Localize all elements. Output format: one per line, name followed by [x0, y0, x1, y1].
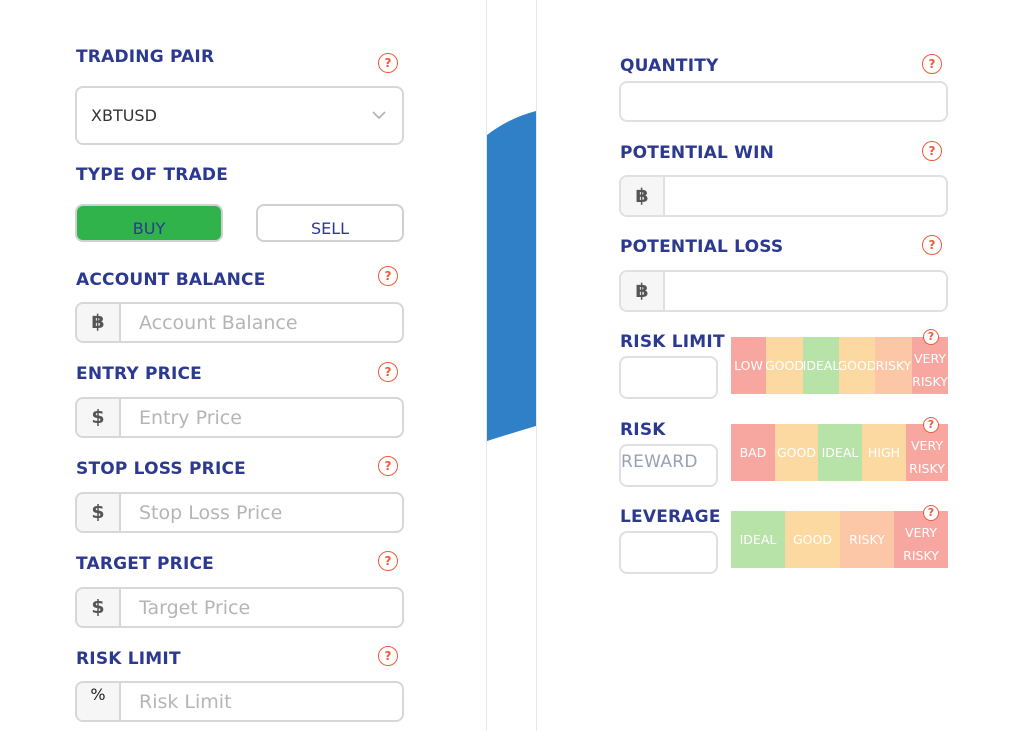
- bitcoin-icon: ฿: [621, 272, 665, 310]
- meter-segment: IDEAL: [731, 511, 785, 568]
- meter-segment-label: IDEAL: [739, 532, 777, 547]
- leverage-label: LEVERAGE: [620, 507, 721, 527]
- meter-segment-label-bottom: RISKY: [909, 461, 945, 476]
- risk-reward-label: RISK: [620, 420, 666, 440]
- sell-button-label: SELL: [310, 219, 350, 238]
- stop-loss-price-field: $: [75, 492, 404, 533]
- chevron-down-icon: [372, 111, 386, 120]
- dollar-icon: $: [77, 589, 121, 626]
- meter-segment-label: HIGH: [867, 445, 901, 460]
- right-panel: QUANTITY ? POTENTIAL WIN ? ฿ POTENTIAL L…: [536, 0, 1024, 731]
- meter-segment-label: RISKY: [849, 532, 885, 547]
- percent-icon: %: [77, 683, 121, 720]
- entry-price-label: ENTRY PRICE: [76, 364, 202, 384]
- quantity-help-icon[interactable]: ?: [922, 54, 942, 74]
- meter-segment: RISKY: [875, 337, 912, 394]
- meter-segment-label: LOW: [734, 358, 763, 373]
- meter-segment-label-top: VERY: [911, 438, 943, 453]
- meter-segment: HIGH: [862, 424, 906, 481]
- meter-segment-label: GOOD: [777, 445, 816, 460]
- meter-segment: VERY RISKY: [906, 424, 948, 481]
- account-balance-input[interactable]: [121, 304, 402, 341]
- meter-segment-label-top: VERY: [914, 351, 946, 366]
- account-balance-field: ฿: [75, 302, 404, 343]
- meter-segment: GOOD: [839, 337, 875, 394]
- entry-price-help-icon[interactable]: ?: [378, 362, 398, 382]
- meter-segment-label: GOOD: [839, 358, 875, 373]
- trading-pair-select[interactable]: XBTUSD: [75, 86, 404, 145]
- account-balance-label: ACCOUNT BALANCE: [76, 270, 266, 290]
- potential-loss-field: ฿: [619, 270, 948, 312]
- risk-limit-meter-label: RISK LIMIT: [620, 332, 725, 352]
- risk-limit-field: %: [75, 681, 404, 722]
- meter-segment: VERY RISKY: [894, 511, 948, 568]
- meter-segment: GOOD: [766, 337, 803, 394]
- target-price-field: $: [75, 587, 404, 628]
- meter-segment-label: IDEAL: [803, 358, 839, 373]
- decorative-blue-shape: [487, 0, 536, 731]
- risk-limit-meter-help-icon[interactable]: ?: [923, 329, 939, 345]
- stop-loss-price-help-icon[interactable]: ?: [378, 456, 398, 476]
- meter-segment: IDEAL: [803, 337, 839, 394]
- meter-segment: LOW: [731, 337, 766, 394]
- buy-button-label: BUY: [132, 219, 166, 238]
- risk-reward-meter: BAD GOOD IDEAL HIGH VERY RISKY: [731, 424, 948, 481]
- potential-win-label: POTENTIAL WIN: [620, 143, 775, 163]
- leverage-meter-help-icon[interactable]: ?: [923, 505, 939, 521]
- buy-button[interactable]: BUY: [75, 204, 223, 242]
- sell-button[interactable]: SELL: [256, 204, 404, 242]
- risk-limit-output: [619, 356, 718, 399]
- meter-segment-label-top: VERY: [905, 525, 937, 540]
- stop-loss-price-input[interactable]: [121, 494, 402, 531]
- meter-segment-label-bottom: RISKY: [903, 548, 939, 563]
- meter-segment-label: GOOD: [766, 358, 803, 373]
- risk-limit-meter: LOW GOOD IDEAL GOOD RISKY VERY RISKY: [731, 337, 948, 394]
- blue-curve-icon: [487, 111, 536, 441]
- dollar-icon: $: [77, 494, 121, 531]
- meter-segment: RISKY: [840, 511, 894, 568]
- meter-segment: GOOD: [785, 511, 840, 568]
- trading-pair-label: TRADING PAIR: [76, 47, 215, 67]
- risk-reward-meter-help-icon[interactable]: ?: [923, 417, 939, 433]
- meter-segment: VERY RISKY: [912, 337, 948, 394]
- quantity-output: [619, 81, 948, 122]
- risk-reward-output: REWARD: [619, 444, 718, 487]
- meter-segment: GOOD: [775, 424, 818, 481]
- bitcoin-icon: ฿: [77, 304, 121, 341]
- potential-win-help-icon[interactable]: ?: [922, 141, 942, 161]
- target-price-input[interactable]: [121, 589, 402, 626]
- meter-segment-label-bottom: RISKY: [912, 374, 948, 389]
- entry-price-input[interactable]: [121, 399, 402, 436]
- type-of-trade-label: TYPE OF TRADE: [76, 165, 229, 185]
- stop-loss-price-label: STOP LOSS PRICE: [76, 459, 246, 479]
- bitcoin-icon: ฿: [621, 177, 665, 215]
- reward-label: REWARD: [621, 452, 698, 472]
- meter-segment-label: GOOD: [793, 532, 832, 547]
- risk-limit-label: RISK LIMIT: [76, 649, 181, 669]
- risk-limit-input[interactable]: [121, 683, 402, 720]
- target-price-label: TARGET PRICE: [76, 554, 214, 574]
- meter-segment-label: RISKY: [875, 358, 912, 373]
- meter-segment: IDEAL: [818, 424, 862, 481]
- leverage-output: [619, 531, 718, 574]
- target-price-help-icon[interactable]: ?: [378, 551, 398, 571]
- quantity-label: QUANTITY: [620, 56, 719, 76]
- potential-loss-label: POTENTIAL LOSS: [620, 237, 784, 257]
- risk-limit-help-icon[interactable]: ?: [378, 646, 398, 666]
- left-panel: TRADING PAIR ? XBTUSD TYPE OF TRADE BUY …: [0, 0, 487, 731]
- dollar-icon: $: [77, 399, 121, 436]
- meter-segment-label: BAD: [739, 445, 767, 460]
- potential-loss-help-icon[interactable]: ?: [922, 235, 942, 255]
- entry-price-field: $: [75, 397, 404, 438]
- meter-segment: BAD: [731, 424, 775, 481]
- trading-pair-value: XBTUSD: [91, 106, 157, 125]
- meter-segment-label: IDEAL: [821, 445, 859, 460]
- leverage-meter: IDEAL GOOD RISKY VERY RISKY: [731, 511, 948, 568]
- trading-pair-help-icon[interactable]: ?: [378, 53, 398, 73]
- account-balance-help-icon[interactable]: ?: [378, 266, 398, 286]
- potential-win-field: ฿: [619, 175, 948, 217]
